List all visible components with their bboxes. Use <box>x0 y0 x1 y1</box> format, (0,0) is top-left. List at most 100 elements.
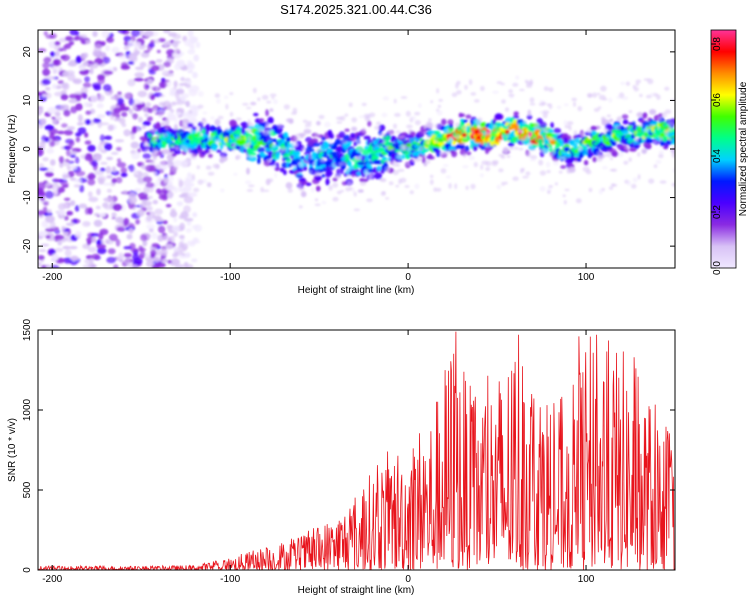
spectrogram-cell-1271 <box>267 116 274 124</box>
spectrogram-cell-29 <box>92 31 98 37</box>
spectrogram-cell-1101 <box>211 142 218 150</box>
spectrogram-cell-2852 <box>551 149 556 156</box>
spectrogram-cell-2784 <box>461 125 468 131</box>
spectrogram-cell-2893 <box>233 172 238 176</box>
spectrogram-cell-2997 <box>197 104 204 109</box>
spectrogram-cell-837 <box>111 166 117 172</box>
spectrogram-cell-344 <box>78 203 87 209</box>
spectrogram-x-tick-label: -100 <box>220 272 240 283</box>
spectrogram-cell-577 <box>61 123 68 128</box>
spectrogram-cell-1891 <box>469 119 475 126</box>
spectrogram-cell-1560 <box>360 178 369 183</box>
spectrogram-cell-471 <box>191 224 199 230</box>
spectrogram-cell-231 <box>145 260 155 268</box>
spectrogram-cell-2769 <box>336 116 343 121</box>
spectrogram-cell-896 <box>142 106 149 113</box>
spectrogram-cell-2798 <box>628 157 632 163</box>
spectrogram-cell-855 <box>58 209 66 216</box>
spectrogram-cell-1038 <box>191 126 197 131</box>
spectrogram-cell-348 <box>96 103 104 109</box>
spectrogram-cell-522 <box>128 61 134 65</box>
spectrogram-cell-2621 <box>434 123 442 129</box>
spectrogram-cell-1457 <box>327 129 333 137</box>
spectrogram-cell-1569 <box>364 154 370 162</box>
spectrogram-cell-2177 <box>562 133 569 138</box>
spectrogram-cell-2531 <box>414 120 421 126</box>
spectrogram-cell-1318 <box>283 169 287 176</box>
spectrogram-cell-2131 <box>550 122 554 129</box>
spectrogram-cell-616 <box>64 249 72 257</box>
spectrogram-cell-2906 <box>524 135 530 141</box>
spectrogram-cell-671 <box>54 247 64 253</box>
spectrogram-cell-468 <box>98 51 106 58</box>
spectrogram-cell-3000 <box>601 153 607 158</box>
spectrogram-cell-415 <box>88 191 93 198</box>
spectrogram-cell-899 <box>53 187 58 195</box>
spectrogram-cell-2986 <box>246 154 250 158</box>
spectrogram-cell-473 <box>128 164 135 173</box>
spectrogram-cell-827 <box>38 210 45 216</box>
spectrogram-cell-810 <box>132 41 142 48</box>
spectrogram-cell-2 <box>162 220 168 225</box>
spectrogram-cell-242 <box>120 167 128 174</box>
spectrogram-cell-2804 <box>261 94 269 100</box>
spectrogram-cell-2927 <box>229 111 234 117</box>
spectrogram-cell-2797 <box>539 170 547 176</box>
spectrogram-cell-427 <box>190 85 200 93</box>
spectrogram-cell-2314 <box>609 118 614 123</box>
spectrogram-cell-2850 <box>266 158 272 163</box>
spectrogram-cell-2259 <box>592 156 597 163</box>
spectrogram-cell-2708 <box>554 182 559 186</box>
spectrogram-cell-2861 <box>223 95 229 99</box>
spectrogram-cell-2884 <box>517 130 523 133</box>
spectrogram-y-tick-label: 0 <box>22 146 33 152</box>
spectrogram-cell-611 <box>70 106 78 114</box>
spectrogram-cell-2617 <box>559 156 564 160</box>
spectrogram-cell-2966 <box>462 136 468 140</box>
spectrogram-cell-535 <box>65 36 73 41</box>
spectrogram-cell-670 <box>99 167 106 172</box>
spectrogram-cell-2656 <box>173 164 178 168</box>
spectrogram-cell-878 <box>90 95 98 103</box>
spectrogram-cell-1833 <box>452 140 456 146</box>
spectrogram-cell-852 <box>58 156 64 164</box>
spectrogram-cell-806 <box>169 235 175 244</box>
spectrogram-cell-2785 <box>185 176 189 181</box>
spectrogram-cell-365 <box>187 70 194 74</box>
spectrogram-cell-787 <box>54 91 64 97</box>
spectrogram-cell-765 <box>74 230 82 238</box>
spectrogram-cell-179 <box>183 195 194 204</box>
spectrogram-cell-2915 <box>359 181 367 186</box>
spectrogram-cell-587 <box>53 45 62 51</box>
spectrogram-cell-2743 <box>183 159 191 165</box>
spectrogram-cell-2751 <box>564 124 570 129</box>
spectrogram-cell-2519 <box>462 165 469 169</box>
spectrogram-cell-705 <box>144 112 149 118</box>
spectrogram-cell-211 <box>100 161 108 165</box>
spectrogram-cell-864 <box>167 259 172 264</box>
spectrogram-cell-2520 <box>542 112 548 119</box>
spectrogram-cell-681 <box>115 146 122 152</box>
spectrogram-cell-727 <box>154 218 164 222</box>
spectrogram-cell-202 <box>82 82 92 88</box>
figure-title: S174.2025.321.00.44.C36 <box>280 2 432 17</box>
spectrogram-cell-2963 <box>653 164 658 169</box>
spectrogram-cell-752 <box>103 84 112 92</box>
spectrogram-cell-2608 <box>310 187 315 193</box>
spectrogram-cell-1624 <box>383 163 389 167</box>
spectrogram-cell-1291 <box>274 167 280 172</box>
spectrogram-y-tick-label: 10 <box>22 94 33 106</box>
spectrogram-cell-2613 <box>405 162 411 166</box>
spectrogram-cell-620 <box>83 101 91 108</box>
spectrogram-cell-2961 <box>522 175 529 179</box>
spectrogram-cell-363 <box>45 215 55 223</box>
spectrogram-cell-737 <box>51 83 58 90</box>
spectrogram-cell-2559 <box>396 155 401 159</box>
spectrogram-cell-808 <box>150 249 157 257</box>
spectrogram-cell-1113 <box>215 149 222 153</box>
spectrogram-cell-380 <box>106 175 113 179</box>
spectrogram-cell-1445 <box>325 178 330 186</box>
spectrogram-cell-2928 <box>364 169 369 173</box>
spectrogram-cell-36 <box>191 258 198 263</box>
spectrogram-cell-579 <box>78 66 86 71</box>
